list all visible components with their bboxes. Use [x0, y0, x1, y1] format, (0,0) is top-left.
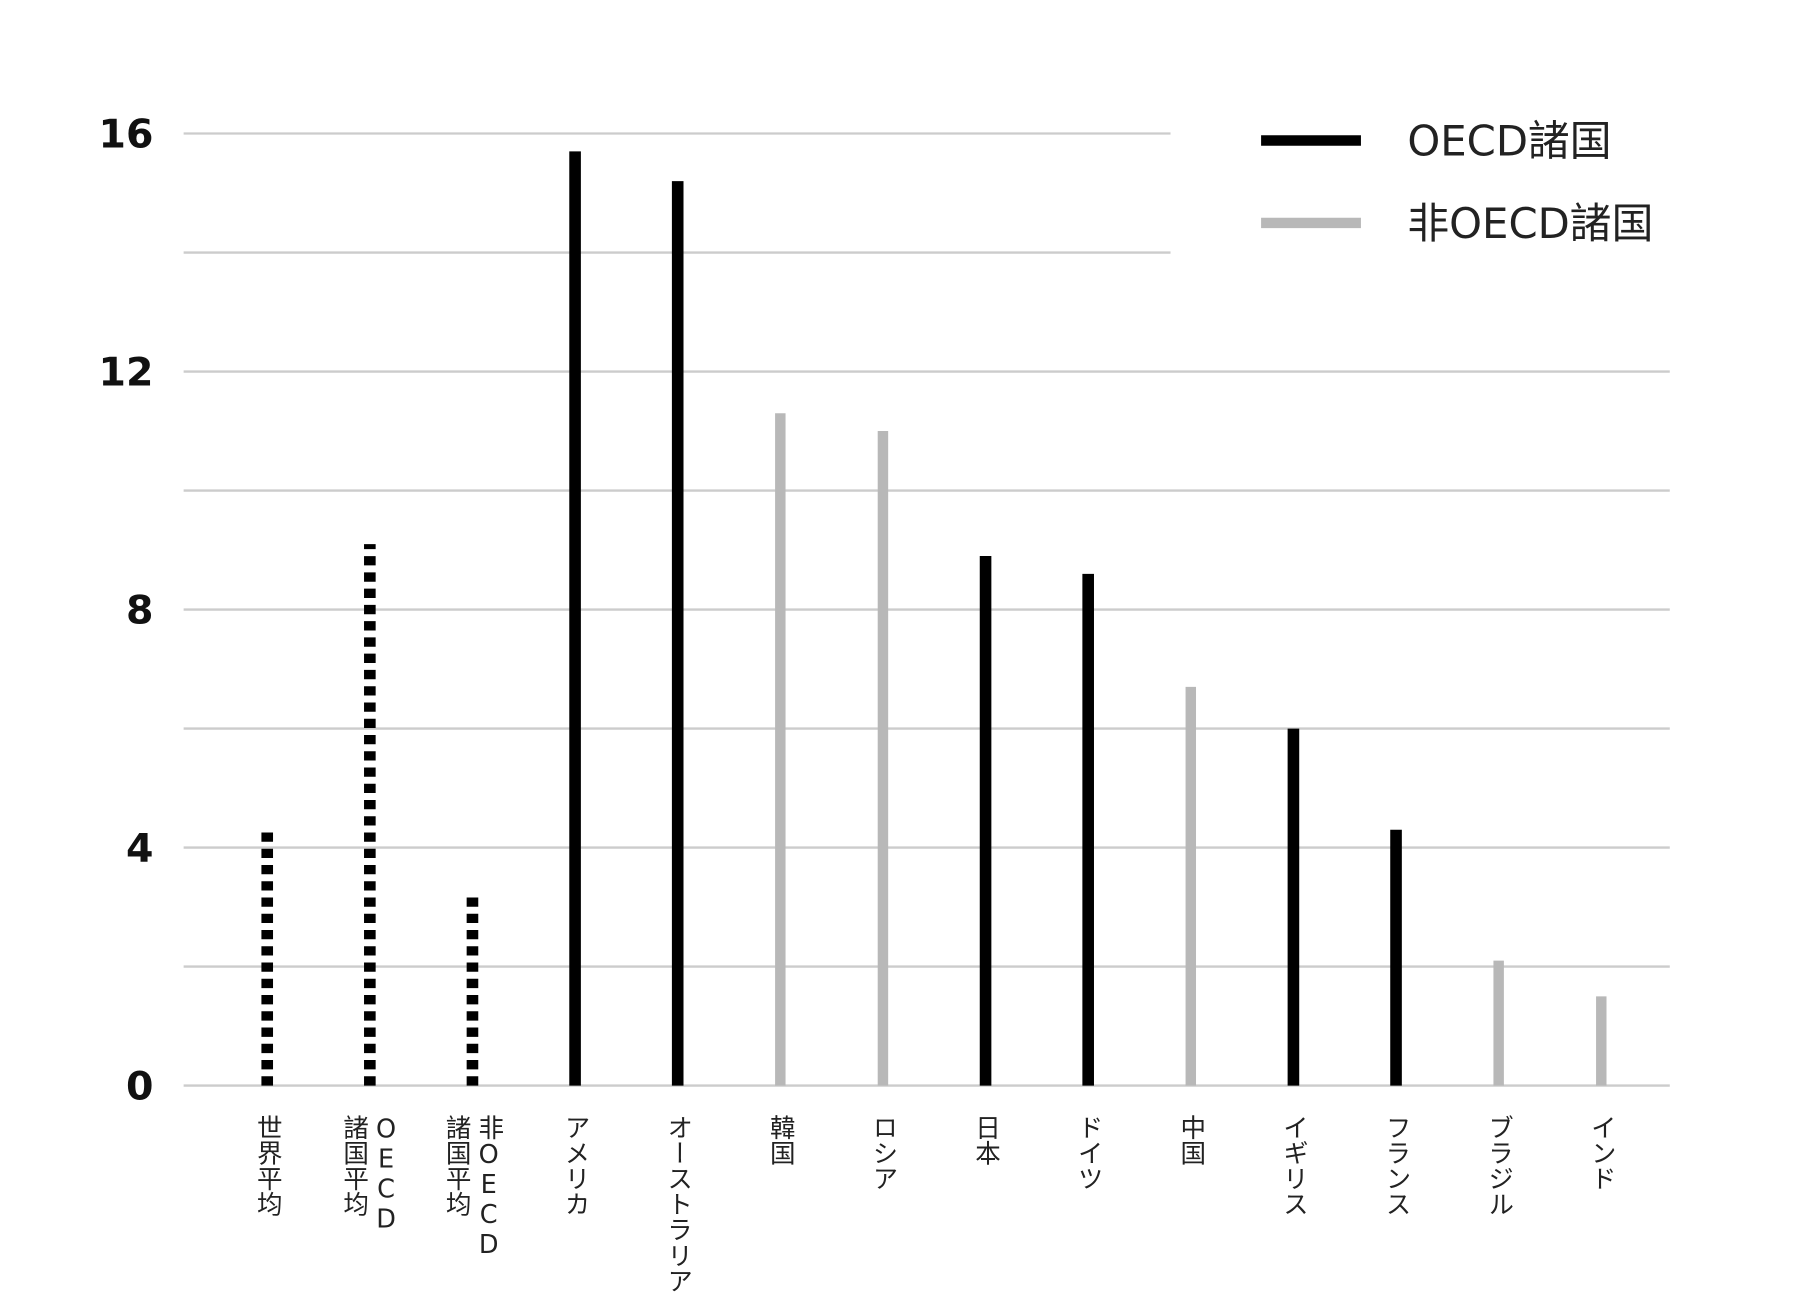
y-tick-label: 16	[98, 111, 153, 157]
x-category-label: 非OECD	[474, 1115, 504, 1261]
x-category-label: OECD	[371, 1115, 401, 1235]
legend-label: 非OECD諸国	[1407, 199, 1653, 248]
x-category-label: 諸国平均	[339, 1115, 369, 1217]
x-category-label: 韓国	[765, 1115, 795, 1166]
y-tick-label: 8	[126, 587, 153, 633]
x-category-label: 世界平均	[252, 1115, 282, 1217]
x-category-label: イギリス	[1278, 1115, 1308, 1217]
bars	[261, 151, 1607, 1086]
y-tick-label: 12	[98, 349, 153, 395]
x-axis-labels: 世界平均 OECD諸国平均 非OECD諸国平均 アメリカ オーストラリア 韓国 ロシア 日本ド…	[252, 1115, 1616, 1294]
y-tick-label: 0	[126, 1064, 153, 1110]
gridlines	[183, 132, 1670, 1087]
y-axis-ticks: 0 4 8 12 16	[98, 111, 153, 1109]
x-category-label: ドイツ	[1073, 1115, 1103, 1192]
x-category-label: 諸国平均	[441, 1115, 471, 1217]
x-category-label: ブラジル	[1484, 1115, 1514, 1217]
x-category-label: ロシア	[868, 1115, 898, 1192]
legend-label: OECD諸国	[1407, 117, 1611, 166]
x-category-label: アメリカ	[560, 1115, 590, 1217]
y-tick-label: 4	[126, 826, 153, 872]
x-category-label: オーストラリア	[663, 1115, 693, 1294]
x-category-label: フランス	[1381, 1115, 1411, 1217]
x-category-label: 中国	[1176, 1115, 1206, 1166]
x-category-label: インド	[1586, 1115, 1616, 1192]
x-category-label: 日本	[971, 1115, 1001, 1166]
